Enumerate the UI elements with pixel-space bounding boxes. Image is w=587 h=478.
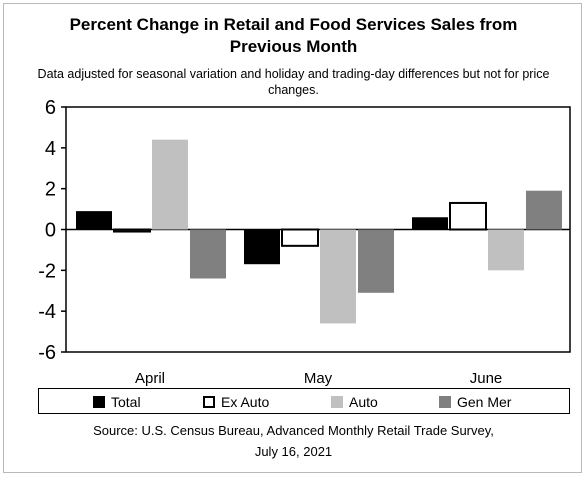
y-tick-label: -4	[38, 301, 56, 323]
bar-gen-mer-may	[358, 229, 394, 293]
source-line-1: Source: U.S. Census Bureau, Advanced Mon…	[93, 423, 494, 438]
y-tick-label: -2	[38, 260, 56, 282]
legend-item-gen-mer: Gen Mer	[439, 394, 511, 410]
chart-title-line-2: Previous Month	[229, 37, 358, 56]
x-category-label: April	[135, 370, 165, 387]
legend: Total Ex Auto Auto Gen Mer	[38, 388, 570, 414]
x-category-label: May	[304, 370, 333, 387]
legend-swatch-gen-mer	[439, 396, 451, 408]
bar-ex-auto-may	[281, 228, 319, 247]
bar-total-april	[76, 211, 112, 230]
chart-subtitle: Data adjusted for seasonal variation and…	[37, 67, 550, 97]
bar-ex-auto-april	[113, 228, 151, 233]
source-note: Source: U.S. Census Bureau, Advanced Mon…	[20, 420, 567, 462]
source-line-2: July 16, 2021	[254, 444, 333, 459]
y-tick-label: -6	[38, 342, 56, 364]
legend-swatch-total	[93, 396, 105, 408]
bar-gen-mer-june	[526, 190, 562, 230]
legend-item-total: Total	[93, 394, 141, 410]
bar-total-june	[412, 217, 448, 230]
legend-item-ex-auto: Ex Auto	[203, 394, 269, 410]
bar-auto-may	[320, 229, 356, 324]
bar-auto-june	[488, 229, 524, 271]
legend-swatch-auto	[331, 396, 343, 408]
chart-title-line-1: Percent Change in Retail and Food Servic…	[69, 15, 518, 34]
x-category-label: June	[470, 370, 503, 387]
chart-title: Percent Change in Retail and Food Servic…	[0, 14, 587, 58]
legend-label-total: Total	[111, 394, 141, 410]
legend-item-auto: Auto	[331, 394, 378, 410]
y-tick-label: 6	[45, 97, 56, 119]
bar-ex-auto-june	[449, 201, 487, 231]
y-tick-label: 4	[45, 138, 56, 160]
legend-swatch-ex-auto	[203, 396, 215, 408]
legend-label-gen-mer: Gen Mer	[457, 394, 512, 410]
y-tick-label: 0	[45, 220, 56, 242]
y-tick-label: 2	[45, 179, 56, 201]
bar-auto-april	[152, 139, 188, 230]
bar-gen-mer-april	[190, 229, 226, 279]
bar-total-may	[244, 229, 280, 265]
legend-label-ex-auto: Ex Auto	[221, 394, 270, 410]
legend-label-auto: Auto	[349, 394, 378, 410]
